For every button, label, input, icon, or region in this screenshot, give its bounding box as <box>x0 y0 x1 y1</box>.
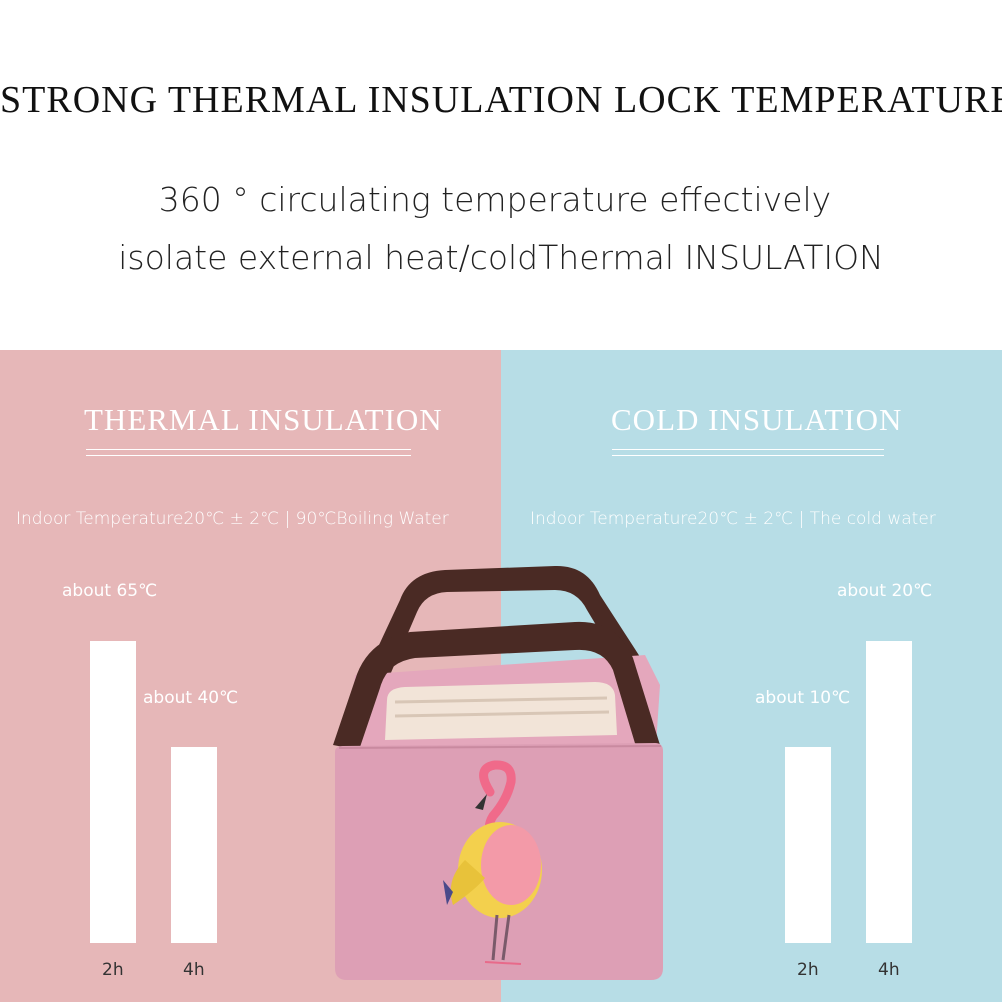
thermal-bar-2h <box>90 641 136 943</box>
thermal-bar-label-4h: about 40℃ <box>143 688 239 708</box>
back-handle <box>365 565 655 690</box>
front-handle <box>333 621 660 750</box>
cold-bar-label-4h: about 20℃ <box>837 581 933 601</box>
zipper-opening <box>385 682 617 740</box>
thermal-condition: Indoor Temperature20℃ ± 2℃ | 90℃Boiling … <box>16 509 449 529</box>
thermal-title-rule <box>86 449 411 450</box>
subline-2: isolate external heat/coldThermal INSULA… <box>118 238 884 277</box>
thermal-bar-label-2h: about 65℃ <box>62 581 158 601</box>
cold-bar-4h <box>866 641 912 943</box>
thermal-title-rule-2 <box>86 455 411 456</box>
cold-time-2h: 2h <box>797 960 819 980</box>
cold-title-rule <box>612 449 884 450</box>
thermal-time-2h: 2h <box>102 960 124 980</box>
cold-bar-2h <box>785 747 831 943</box>
cold-title: COLD INSULATION <box>611 402 903 437</box>
headline: STRONG THERMAL INSULATION LOCK TEMPERATU… <box>0 79 1002 121</box>
lunch-bag-image <box>333 565 663 980</box>
cold-bar-label-2h: about 10℃ <box>755 688 851 708</box>
flamingo-print <box>443 760 542 965</box>
thermal-time-4h: 4h <box>183 960 205 980</box>
cold-time-4h: 4h <box>878 960 900 980</box>
cold-title-rule-2 <box>612 455 884 456</box>
thermal-title: THERMAL INSULATION <box>84 402 443 437</box>
cold-condition: Indoor Temperature20℃ ± 2℃ | The cold wa… <box>530 509 936 529</box>
thermal-bar-4h <box>171 747 217 943</box>
subline-1: 360 ° circulating temperature effectivel… <box>158 180 832 219</box>
